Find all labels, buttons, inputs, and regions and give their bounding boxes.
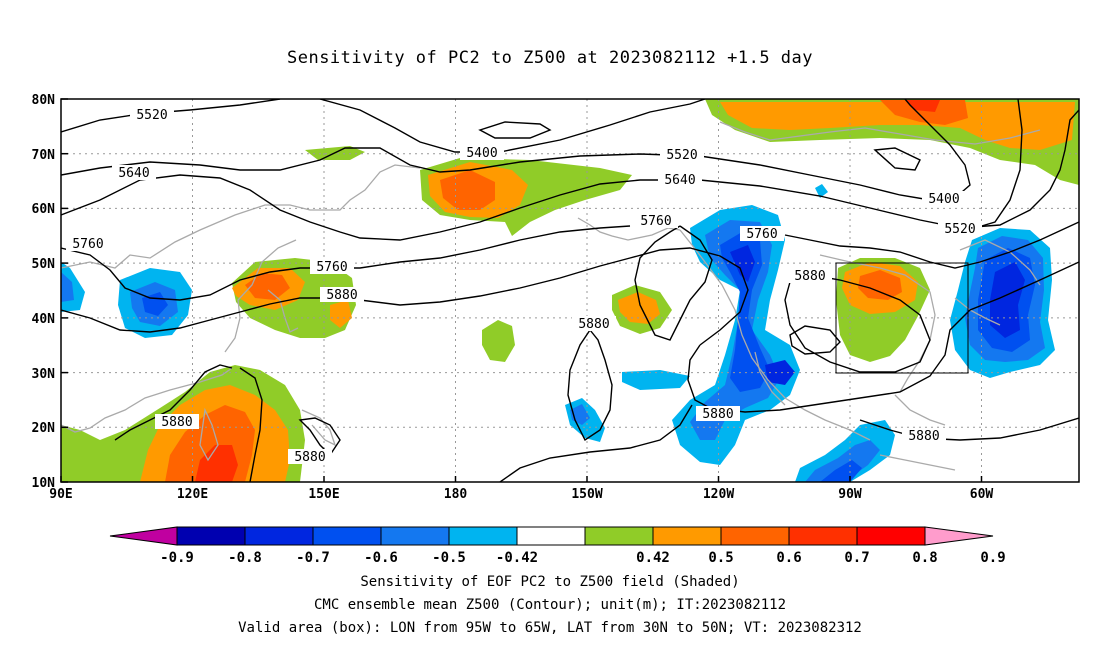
colorbar-tick-label: 0.9 <box>980 550 1005 566</box>
colorbar-tick-label: -0.8 <box>228 550 262 566</box>
contour-5880-g <box>114 364 233 441</box>
colorbar-tick-label: 0.7 <box>844 550 869 566</box>
contour-label: 5520 <box>136 108 167 123</box>
contour-5760-c <box>784 221 1079 269</box>
contour-5400-arctic <box>319 99 706 153</box>
longitude-labels: 90E 120E 150E 180 150W 120W 90W 60W <box>49 487 993 502</box>
lon-label: 90E <box>49 487 72 502</box>
z500-contours <box>61 99 1079 482</box>
contour-label: 5520 <box>666 148 697 163</box>
contour-5880-loop <box>789 325 841 355</box>
caption-valid-area: Valid area (box): LON from 95W to 65W, L… <box>238 620 862 636</box>
contour-label: 5640 <box>664 173 695 188</box>
valid-area-box <box>835 262 969 374</box>
lat-label: 40N <box>32 312 56 327</box>
contour-5760-a <box>61 225 631 301</box>
contour-5880-b <box>687 261 1079 413</box>
colorbar-arrow-right <box>924 526 994 546</box>
contour-label: 5880 <box>294 450 325 465</box>
colorbar-labels: -0.9 -0.8 -0.7 -0.6 -0.5 -0.42 0.42 0.5 0.6 0.7 0.… <box>160 550 1006 566</box>
lon-label: 150W <box>571 487 602 502</box>
contour-5520-mid <box>61 99 971 201</box>
latitude-labels: 80N 70N 60N 50N 40N 30N 20N 10N <box>32 93 56 491</box>
contour-5640 <box>61 109 1079 241</box>
colorbar-segment <box>584 526 654 546</box>
contour-5400-loop <box>478 121 552 139</box>
colorbar-segment <box>176 526 246 546</box>
contour-labels: 5520 5400 5520 5640 5640 5400 5520 5760 … <box>66 107 982 465</box>
colorbar-segment <box>380 526 450 546</box>
lon-label: 150E <box>308 487 339 502</box>
colorbar-arrow-left <box>109 526 178 546</box>
contour-label: 5880 <box>794 269 825 284</box>
contour-label: 5760 <box>640 214 671 229</box>
contour-label: 5880 <box>161 415 192 430</box>
colorbar-segment <box>448 526 518 546</box>
colorbar-segment <box>516 526 586 546</box>
colorbar-tick-label: 0.8 <box>912 550 937 566</box>
contour-label: 5760 <box>316 260 347 275</box>
contour-label: 5760 <box>72 237 103 252</box>
caption-shaded: Sensitivity of EOF PC2 to Z500 field (Sh… <box>360 574 740 590</box>
colorbar-tick-label: -0.5 <box>432 550 466 566</box>
map-title: Sensitivity of PC2 to Z500 at 2023082112… <box>286 48 813 68</box>
contour-5880-h <box>298 417 341 457</box>
contour-label: 5400 <box>466 146 497 161</box>
caption-contour: CMC ensemble mean Z500 (Contour); unit(m… <box>313 597 786 613</box>
lat-label: 70N <box>32 148 56 163</box>
negative-shade-caribbean <box>795 420 895 482</box>
plot-frame <box>60 98 1080 483</box>
contour-label: 5880 <box>578 317 609 332</box>
lon-label: 60W <box>970 487 994 502</box>
lat-label: 30N <box>32 367 56 382</box>
contour-5880-d <box>567 328 613 442</box>
colorbar-segment <box>856 526 926 546</box>
contour-label: 5880 <box>702 407 733 422</box>
contour-label: 5640 <box>118 166 149 181</box>
contour-5880-f <box>239 367 263 482</box>
lat-label: 80N <box>32 93 56 108</box>
colorbar-segment <box>312 526 382 546</box>
contour-5400-east <box>873 147 921 171</box>
colorbar-tick-label: 0.5 <box>708 550 733 566</box>
contour-label: 5880 <box>908 429 939 444</box>
lon-label: 120W <box>703 487 734 502</box>
contour-5880-a <box>61 247 749 346</box>
colorbar-tick-label: -0.7 <box>296 550 330 566</box>
contour-label: 5520 <box>944 222 975 237</box>
lon-label: 180 <box>444 487 468 502</box>
colorbar-tick-label: -0.9 <box>160 550 194 566</box>
colorbar-tick-label: -0.6 <box>364 550 398 566</box>
positive-shade-arctic-red <box>880 100 968 125</box>
lat-label: 20N <box>32 421 56 436</box>
colorbar-tick-label: -0.42 <box>496 550 538 566</box>
colorbar-segment <box>720 526 790 546</box>
positive-shade-arctic-orange <box>720 102 1075 150</box>
colorbar-segment <box>244 526 314 546</box>
colorbar-segment <box>788 526 858 546</box>
contour-label: 5400 <box>928 192 959 207</box>
lat-label: 60N <box>32 202 56 217</box>
lon-label: 120E <box>177 487 208 502</box>
contour-label: 5880 <box>326 288 357 303</box>
lon-label: 90W <box>838 487 862 502</box>
contour-5880-e <box>499 404 693 482</box>
contour-label: 5760 <box>746 227 777 242</box>
contour-5520-east <box>974 99 1023 229</box>
colorbar <box>109 526 994 546</box>
lat-label: 50N <box>32 257 56 272</box>
colorbar-tick-label: 0.6 <box>776 550 801 566</box>
contour-5880-se <box>859 417 1079 441</box>
lat-label: 10N <box>32 476 56 491</box>
contour-5760-b <box>634 225 713 341</box>
colorbar-segment <box>652 526 722 546</box>
axis-ticks <box>60 98 983 483</box>
colorbar-tick-label: 0.42 <box>636 550 670 566</box>
